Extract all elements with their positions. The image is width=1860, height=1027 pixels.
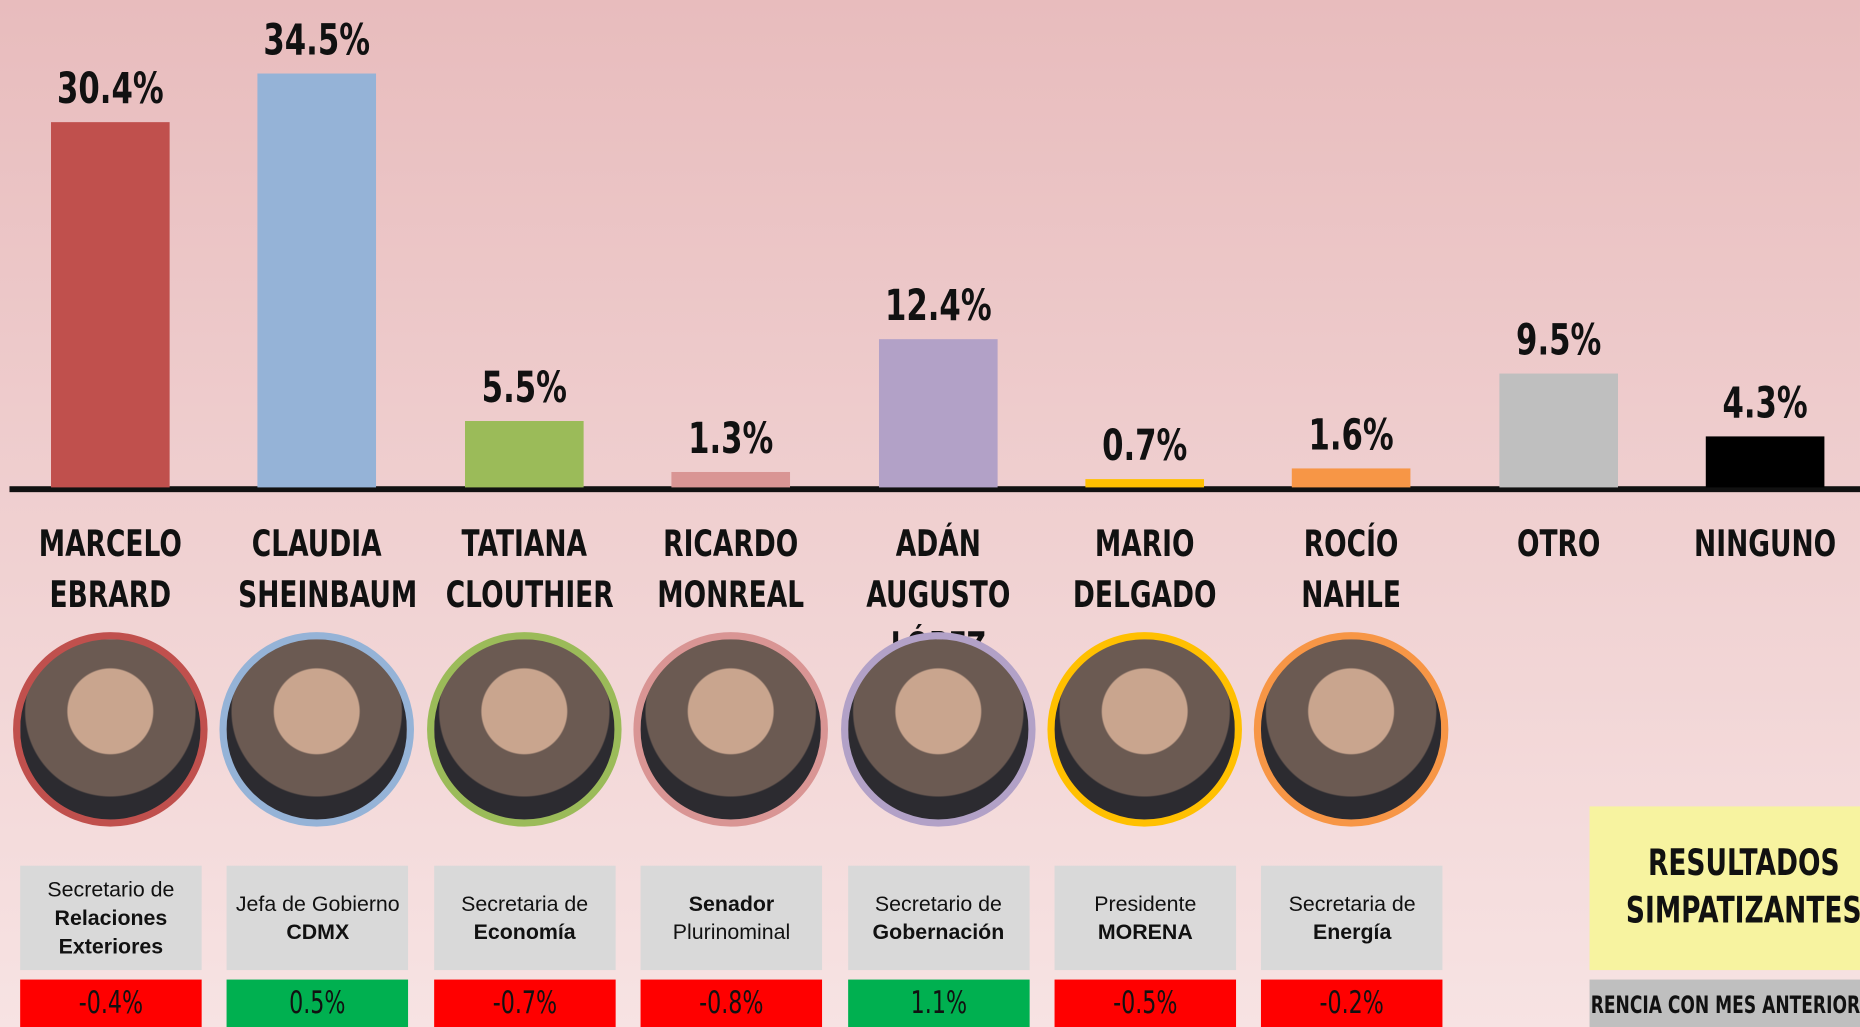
diff-value: -0.2%	[1287, 985, 1418, 1021]
bar	[465, 421, 584, 487]
bar	[1706, 436, 1825, 488]
role-text: Plurinominal	[673, 918, 790, 946]
role-text: Gobernación	[873, 918, 1005, 946]
value-label: 30.4%	[42, 66, 179, 115]
diff-value: 1.1%	[873, 985, 1004, 1021]
category-label: TATIANA CLOUTHIER	[430, 519, 618, 621]
value-label: 1.6%	[1283, 411, 1420, 460]
photo	[427, 632, 622, 826]
bar	[258, 74, 377, 488]
value-label: 12.4%	[869, 282, 1006, 331]
role-text: Energía	[1313, 918, 1391, 946]
role-text: Secretario de	[47, 875, 174, 903]
category-label: NINGUNO	[1671, 519, 1859, 570]
photo	[13, 632, 208, 826]
photo	[1254, 632, 1449, 826]
category-label: MARCELO EBRARD	[16, 519, 204, 621]
bar	[879, 339, 998, 488]
value-label: 0.7%	[1076, 422, 1213, 471]
bar	[1292, 468, 1411, 487]
photo	[841, 632, 1036, 826]
diff-box: -0.2%	[1261, 980, 1442, 1027]
diff-value: 0.5%	[252, 985, 383, 1021]
role-text: Secretario de	[875, 889, 1002, 917]
value-label: 34.5%	[249, 17, 386, 66]
role-text: Secretaria de	[1289, 889, 1416, 917]
role-text: Jefa de Gobierno	[236, 889, 400, 917]
infographic: RESULTADOS SIMPATIZANTES DIFERENCIA CON …	[0, 0, 1860, 1027]
diff-value: -0.4%	[46, 985, 177, 1021]
role-text: CDMX	[286, 918, 349, 946]
diff-box: 0.5%	[227, 980, 408, 1027]
value-label: 9.5%	[1490, 317, 1627, 366]
diff-box: -0.4%	[20, 980, 201, 1027]
side-box: RESULTADOS SIMPATIZANTES	[1590, 806, 1860, 970]
category-label: CLAUDIA SHEINBAUM	[223, 519, 411, 621]
value-label: 1.3%	[663, 415, 800, 464]
photo	[220, 632, 415, 826]
photo	[1047, 632, 1242, 826]
category-label: ROCÍO NAHLE	[1258, 519, 1446, 621]
category-label: OTRO	[1465, 519, 1653, 570]
diff-value: -0.7%	[459, 985, 590, 1021]
category-label: RICARDO MONREAL	[637, 519, 825, 621]
bar	[1499, 373, 1618, 487]
bar	[672, 472, 791, 488]
role-text: MORENA	[1098, 918, 1193, 946]
diff-box: -0.7%	[434, 980, 615, 1027]
photo	[634, 632, 829, 826]
side-footer: DIFERENCIA CON MES ANTERIOR	[1590, 990, 1855, 1018]
side-title: RESULTADOS SIMPATIZANTES	[1599, 840, 1860, 935]
role-text: Senador	[689, 889, 774, 917]
bar	[51, 123, 170, 488]
diff-value: -0.5%	[1080, 985, 1211, 1021]
role-text: Presidente	[1094, 889, 1196, 917]
value-label: 5.5%	[456, 365, 593, 414]
bar	[1085, 479, 1204, 487]
diff-box: -0.8%	[641, 980, 822, 1027]
diff-box: -0.5%	[1055, 980, 1236, 1027]
diff-box: 1.1%	[848, 980, 1029, 1027]
role-text: Secretaria de	[461, 889, 588, 917]
value-label: 4.3%	[1697, 379, 1834, 428]
side-footer-box: DIFERENCIA CON MES ANTERIOR	[1590, 980, 1860, 1027]
role-text: Relaciones Exteriores	[20, 904, 201, 961]
diff-value: -0.8%	[666, 985, 797, 1021]
category-label: MARIO DELGADO	[1051, 519, 1239, 621]
role-text: Economía	[474, 918, 576, 946]
